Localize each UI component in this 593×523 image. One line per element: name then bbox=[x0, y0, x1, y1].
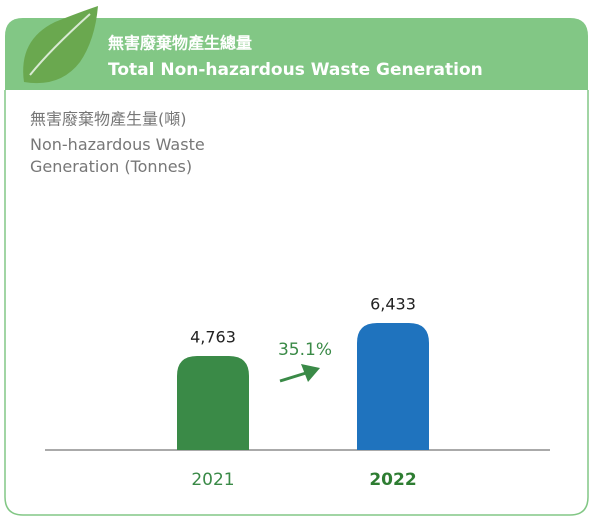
leaf-icon bbox=[23, 6, 99, 84]
arrow bbox=[279, 364, 320, 383]
card-border bbox=[4, 90, 589, 516]
x-tick-label: 2022 bbox=[369, 470, 416, 490]
y-label-zh: 無害廢棄物產生量(噸) bbox=[30, 110, 187, 129]
title: 無害廢棄物產生總量 bbox=[108, 34, 252, 53]
header-band bbox=[5, 18, 588, 90]
y-label: Non-hazardous Waste Generation (Tonnes) bbox=[30, 135, 205, 176]
value-label: 6,433 bbox=[370, 295, 416, 314]
bar bbox=[357, 323, 429, 450]
x-tick-label: 2021 bbox=[191, 470, 234, 490]
bar bbox=[177, 355, 249, 450]
subtitle: Total Non-hazardous Waste Generation bbox=[108, 60, 483, 80]
value-label: 4,763 bbox=[190, 327, 236, 346]
annotation: 35.1% bbox=[278, 340, 332, 360]
